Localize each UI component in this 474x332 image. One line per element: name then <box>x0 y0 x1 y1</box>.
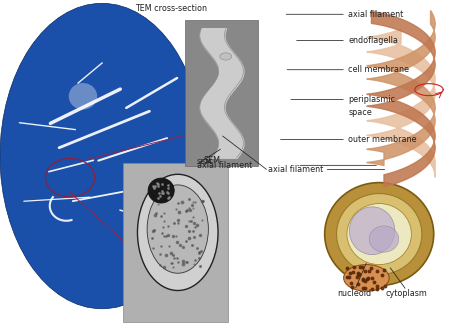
Text: endoflagella: endoflagella <box>348 36 398 45</box>
Text: TEM cross-section: TEM cross-section <box>135 4 207 13</box>
Text: space: space <box>348 108 372 118</box>
Text: cell membrane: cell membrane <box>348 65 410 74</box>
Text: SEM: SEM <box>204 155 221 165</box>
Text: periplasmic: periplasmic <box>348 95 395 104</box>
Ellipse shape <box>369 226 399 252</box>
Text: cytoplasm: cytoplasm <box>386 289 428 298</box>
Ellipse shape <box>347 204 411 265</box>
Ellipse shape <box>349 207 395 255</box>
Ellipse shape <box>337 194 422 275</box>
Text: nucleoid: nucleoid <box>337 289 372 298</box>
Text: axial filament: axial filament <box>268 165 323 174</box>
Text: SEM: SEM <box>197 159 212 165</box>
Ellipse shape <box>137 174 218 290</box>
Text: axial filament: axial filament <box>197 161 252 170</box>
Ellipse shape <box>147 185 209 273</box>
Ellipse shape <box>69 83 97 110</box>
Ellipse shape <box>0 3 204 309</box>
Ellipse shape <box>220 53 232 60</box>
Bar <box>123 163 228 322</box>
Ellipse shape <box>344 265 389 291</box>
Text: outer membrane: outer membrane <box>348 135 417 144</box>
Ellipse shape <box>325 183 434 286</box>
Text: axial filament: axial filament <box>348 10 404 19</box>
Ellipse shape <box>148 178 174 203</box>
Bar <box>185 20 258 166</box>
